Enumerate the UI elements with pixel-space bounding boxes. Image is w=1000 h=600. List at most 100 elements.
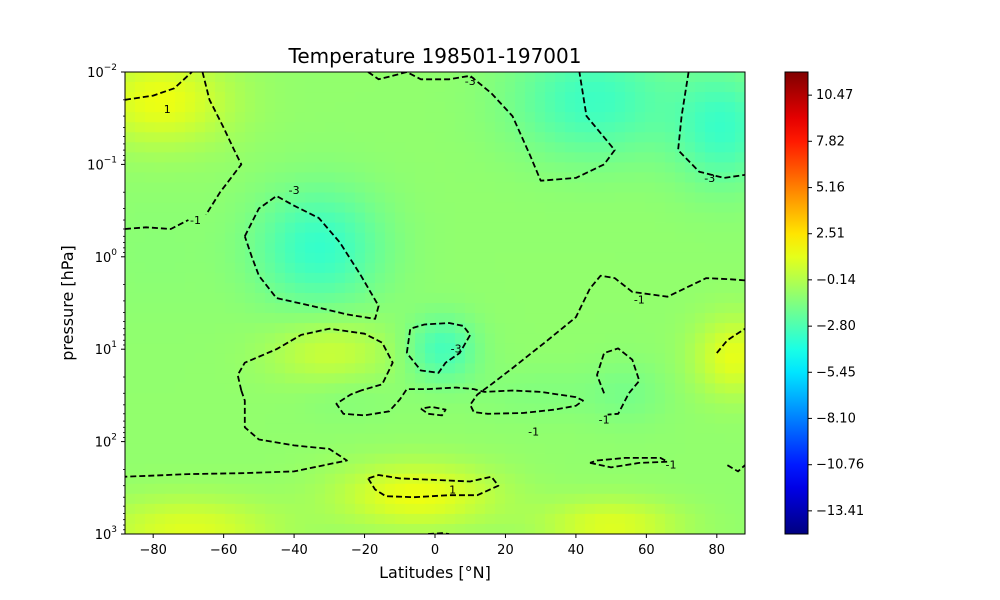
field-cell: [175, 483, 186, 495]
field-cell: [505, 523, 516, 534]
field-cell: [145, 383, 156, 394]
field-cell: [315, 413, 326, 425]
field-cell: [405, 373, 416, 384]
field-cell: [345, 393, 356, 405]
field-cell: [325, 242, 336, 254]
field-cell: [335, 242, 346, 254]
field-cell: [365, 152, 376, 163]
field-cell: [615, 463, 626, 475]
plot-area: 1-1-3-3-3-1-3-1-11-1: [124, 71, 746, 535]
field-cell: [505, 413, 516, 425]
field-cell: [245, 383, 256, 394]
field-cell: [445, 182, 456, 194]
y-tick-exponent: −2: [104, 63, 117, 73]
field-cell: [255, 503, 266, 515]
field-cell: [305, 122, 316, 133]
field-cell: [595, 292, 606, 304]
field-cell: [715, 513, 726, 525]
field-cell: [705, 202, 716, 214]
field-cell: [195, 282, 206, 294]
field-cell: [135, 353, 146, 364]
field-cell: [295, 523, 306, 534]
field-cell: [725, 363, 736, 374]
field-cell: [445, 313, 456, 324]
field-cell: [225, 252, 236, 264]
field-cell: [605, 303, 616, 314]
field-cell: [535, 82, 546, 93]
field-cell: [235, 513, 246, 525]
field-cell: [365, 72, 376, 83]
field-cell: [615, 523, 626, 534]
field-cell: [665, 363, 676, 374]
field-cell: [735, 373, 745, 384]
field-cell: [335, 483, 346, 495]
field-cell: [245, 272, 256, 284]
field-cell: [585, 152, 596, 163]
field-cell: [245, 313, 256, 324]
field-cell: [695, 102, 706, 113]
field-cell: [305, 343, 316, 354]
field-cell: [465, 473, 476, 485]
field-cell: [465, 483, 476, 495]
field-cell: [295, 112, 306, 123]
field-cell: [405, 523, 416, 534]
field-cell: [525, 503, 536, 515]
field-cell: [605, 353, 616, 364]
field-cell: [685, 323, 696, 334]
field-cell: [135, 102, 146, 113]
field-cell: [455, 282, 466, 294]
field-cell: [425, 232, 436, 244]
field-cell: [635, 333, 646, 344]
field-cell: [375, 232, 386, 244]
field-cell: [455, 122, 466, 133]
field-cell: [715, 463, 726, 475]
field-cell: [575, 92, 586, 103]
field-cell: [665, 122, 676, 133]
field-cell: [545, 282, 556, 294]
field-cell: [505, 272, 516, 284]
field-cell: [235, 102, 246, 113]
field-cell: [275, 222, 286, 234]
field-cell: [515, 333, 526, 344]
field-cell: [135, 212, 146, 224]
field-cell: [245, 202, 256, 214]
field-cell: [605, 252, 616, 264]
field-cell: [195, 112, 206, 123]
field-cell: [315, 373, 326, 384]
field-cell: [445, 292, 456, 304]
field-cell: [685, 303, 696, 314]
field-cell: [545, 483, 556, 495]
field-cell: [385, 192, 396, 204]
field-cell: [575, 282, 586, 294]
field-cell: [685, 292, 696, 304]
field-cell: [435, 323, 446, 334]
field-cell: [295, 373, 306, 384]
field-cell: [565, 323, 576, 334]
field-cell: [145, 493, 156, 505]
field-cell: [435, 282, 446, 294]
field-cell: [685, 172, 696, 184]
field-cell: [725, 162, 736, 174]
field-cell: [345, 313, 356, 324]
field-cell: [215, 463, 226, 475]
field-cell: [675, 132, 686, 143]
field-cell: [535, 323, 546, 334]
field-cell: [525, 473, 536, 485]
field-cell: [615, 433, 626, 445]
field-cell: [505, 343, 516, 354]
field-cell: [645, 463, 656, 475]
field-cell: [265, 182, 276, 194]
field-cell: [515, 242, 526, 254]
field-cell: [495, 252, 506, 264]
field-cell: [135, 343, 146, 354]
field-cell: [595, 142, 606, 153]
field-cell: [305, 192, 316, 204]
field-cell: [255, 413, 266, 425]
field-cell: [675, 523, 686, 534]
field-cell: [345, 403, 356, 415]
field-cell: [165, 433, 176, 445]
field-cell: [405, 323, 416, 334]
field-cell: [135, 192, 146, 204]
field-cell: [485, 373, 496, 384]
field-cell: [315, 303, 326, 314]
